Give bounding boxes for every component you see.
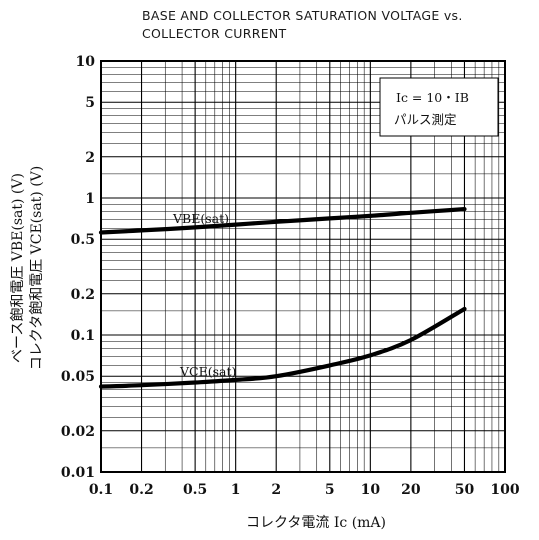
series-line-vce-sat <box>98 306 467 389</box>
series-labels: VBE(sat) VCE(sat) <box>172 211 236 379</box>
chart-title-line-2: COLLECTOR CURRENT <box>142 26 287 41</box>
y-axis-label-line-2: コレクタ飽和電圧 VCE(sat) (V) <box>28 166 45 371</box>
y-tick-label: 5 <box>85 95 95 111</box>
series-label-vbe: VBE(sat) <box>172 211 229 226</box>
series-line-vbe-sat <box>98 207 467 235</box>
y-tick-label: 0.01 <box>61 465 95 481</box>
x-tick-label: 20 <box>401 482 421 498</box>
y-tick-label: 0.02 <box>61 424 95 440</box>
tick-labels: 0.1 0.2 0.5 1 2 5 10 20 50 100 0.01 0.02 0.05 0.1 0.2 0… <box>61 54 520 498</box>
plot-frame <box>100 60 506 473</box>
y-tick-label: 2 <box>85 150 95 166</box>
y-tick-label: 0.05 <box>61 369 95 385</box>
y-tick-label: 0.2 <box>71 287 95 303</box>
grid <box>100 60 506 473</box>
y-tick-label: 1 <box>85 191 95 207</box>
series-label-vce: VCE(sat) <box>179 364 236 379</box>
y-axis-label: ベース飽和電圧 VBE(sat) (V) コレクタ飽和電圧 VCE(sat) (… <box>9 166 45 371</box>
x-tick-label: 2 <box>271 482 281 498</box>
chart-title-line-1: BASE AND COLLECTOR SATURATION VOLTAGE vs… <box>142 8 463 23</box>
x-tick-label: 10 <box>361 482 381 498</box>
x-tick-label: 50 <box>455 482 475 498</box>
chart-title: BASE AND COLLECTOR SATURATION VOLTAGE vs… <box>142 8 463 41</box>
x-tick-label: 0.5 <box>183 482 207 498</box>
annotation-line-1: Ic = 10・IB <box>396 90 469 105</box>
x-tick-label: 0.2 <box>129 482 153 498</box>
x-tick-label: 0.1 <box>89 482 113 498</box>
x-tick-label: 1 <box>231 482 241 498</box>
y-tick-label: 0.1 <box>71 328 95 344</box>
annotation-line-2: パルス測定 <box>394 112 457 127</box>
annotation-box: Ic = 10・IB パルス測定 <box>379 77 499 137</box>
series <box>98 207 467 389</box>
y-tick-label: 0.5 <box>71 232 95 248</box>
y-axis-label-line-1: ベース飽和電圧 VBE(sat) (V) <box>9 173 26 363</box>
x-axis-label: コレクタ電流 Ic (mA) <box>246 515 386 531</box>
x-tick-label: 5 <box>325 482 335 498</box>
annotation-frame <box>379 77 499 137</box>
y-tick-label: 10 <box>76 54 96 70</box>
x-tick-label: 100 <box>490 482 519 498</box>
